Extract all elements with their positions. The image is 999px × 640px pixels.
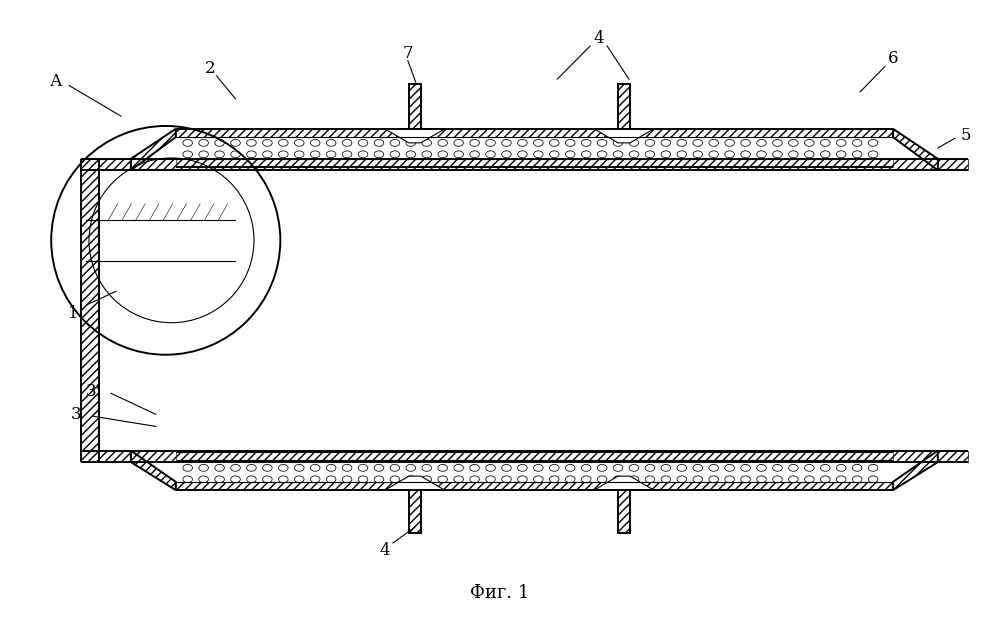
- Bar: [176, 452, 893, 460]
- Text: Фиг. 1: Фиг. 1: [470, 584, 529, 602]
- Text: 1: 1: [68, 305, 79, 322]
- Text: 3': 3': [86, 383, 101, 400]
- Polygon shape: [385, 129, 445, 143]
- Text: 3: 3: [71, 406, 81, 423]
- Polygon shape: [131, 451, 176, 490]
- Bar: [81, 159, 99, 462]
- Bar: [176, 460, 893, 482]
- Text: А: А: [50, 72, 63, 90]
- Text: 2: 2: [205, 60, 216, 77]
- Bar: [176, 159, 893, 167]
- Bar: [409, 84, 421, 129]
- Polygon shape: [594, 129, 654, 143]
- Bar: [618, 84, 630, 129]
- Bar: [618, 490, 630, 534]
- Bar: [176, 482, 893, 490]
- Polygon shape: [131, 129, 176, 170]
- Bar: [81, 451, 968, 462]
- Polygon shape: [893, 129, 938, 170]
- Text: 7: 7: [403, 45, 414, 62]
- Text: 5: 5: [960, 127, 971, 144]
- Polygon shape: [594, 476, 654, 490]
- Polygon shape: [385, 476, 445, 490]
- Bar: [176, 137, 893, 159]
- Bar: [409, 490, 421, 534]
- Text: 4: 4: [593, 30, 604, 47]
- Text: 6: 6: [888, 50, 898, 67]
- Text: 4: 4: [380, 542, 391, 559]
- Polygon shape: [893, 451, 938, 490]
- Bar: [176, 129, 893, 137]
- Bar: [81, 159, 968, 170]
